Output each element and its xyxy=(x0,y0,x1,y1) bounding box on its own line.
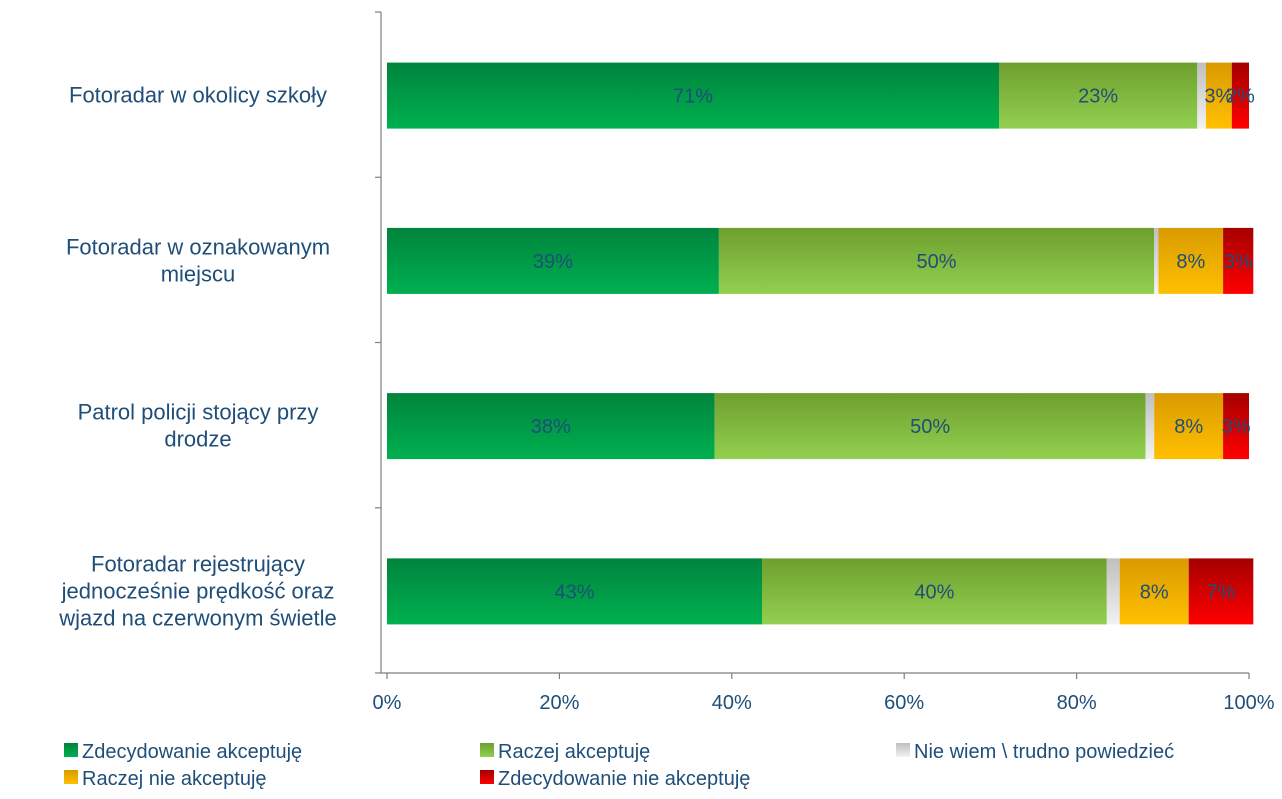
data-label: 43% xyxy=(554,581,594,603)
category-label: Fotoradar w okolicy szkoły xyxy=(69,83,327,108)
bar-segment xyxy=(1188,558,1254,625)
x-tick-label: 40% xyxy=(712,692,752,714)
x-tick-label: 100% xyxy=(1223,692,1274,714)
data-label: 2% xyxy=(1226,86,1255,108)
data-label: 50% xyxy=(910,416,950,438)
data-label: 23% xyxy=(1078,86,1118,108)
category-label: Patrol policji stojący przy drodze xyxy=(78,400,319,452)
x-tick-label: 0% xyxy=(373,692,402,714)
data-label: 3% xyxy=(1204,86,1233,108)
bar-segment xyxy=(999,62,1198,129)
legend-item: Raczej nie akceptuję xyxy=(64,768,267,790)
bar-segment xyxy=(1145,393,1155,460)
bar-segment xyxy=(1223,393,1249,460)
data-label: 50% xyxy=(916,251,956,273)
category-labels: Fotoradar w okolicy szkoły Fotoradar w oz… xyxy=(58,83,337,631)
bar-segment xyxy=(1106,558,1120,625)
bar-segment xyxy=(1154,227,1159,294)
legend-item: Zdecydowanie akceptuję xyxy=(64,741,302,763)
bar-segment xyxy=(1205,62,1232,129)
x-tick-label: 80% xyxy=(1057,692,1097,714)
bar-segment xyxy=(1223,227,1254,294)
data-label: 8% xyxy=(1174,416,1203,438)
category-label: Fotoradar w oznakowanym miejscu xyxy=(66,234,330,286)
legend-item: Raczej akceptuję xyxy=(480,741,650,763)
bar-segment xyxy=(1154,393,1224,460)
data-label: 3% xyxy=(1222,416,1251,438)
legend-swatch xyxy=(64,770,78,784)
legend-swatch xyxy=(64,743,78,757)
legend-label: Zdecydowanie nie akceptuję xyxy=(498,768,750,790)
bar-segment xyxy=(1158,227,1224,294)
legend-label: Raczej nie akceptuję xyxy=(82,768,267,790)
data-label: 8% xyxy=(1140,581,1169,603)
legend-item: Nie wiem \ trudno powiedzieć xyxy=(896,741,1174,763)
data-label: 7% xyxy=(1207,581,1236,603)
bar-segment xyxy=(387,62,999,129)
x-tick-label: 60% xyxy=(884,692,924,714)
data-label: 3% xyxy=(1224,251,1253,273)
bar-segment xyxy=(387,227,719,294)
legend-label: Raczej akceptuję xyxy=(498,741,650,763)
bar-segment xyxy=(1197,62,1206,129)
legend-item: Zdecydowanie nie akceptuję xyxy=(480,768,750,790)
bar-segment xyxy=(387,558,762,625)
data-label: 40% xyxy=(914,581,954,603)
data-label: 71% xyxy=(673,86,713,108)
data-label: 38% xyxy=(531,416,571,438)
legend-swatch xyxy=(480,770,494,784)
bar-segment xyxy=(714,393,1146,460)
axes: 0% 20% 40% 60% 80% 100% xyxy=(373,11,1275,714)
category-label: Fotoradar rejestrujący jednocześnie prędk… xyxy=(58,551,337,630)
legend-label: Nie wiem \ trudno powiedzieć xyxy=(914,741,1174,763)
bar-segment xyxy=(718,227,1155,294)
legend-swatch xyxy=(480,743,494,757)
bar-segment xyxy=(762,558,1107,625)
data-label: 39% xyxy=(533,251,573,273)
x-tick-label: 20% xyxy=(539,692,579,714)
legend: Zdecydowanie akceptuję Raczej akceptuję Ni… xyxy=(64,741,1174,790)
bars-layer: 71% 23% 3%2%39% 50% 8% 3%38% 50% 8% 3%43% 40% 8% 7% xyxy=(387,62,1255,625)
bar-segment xyxy=(1119,558,1189,625)
bar-segment xyxy=(387,393,715,460)
legend-label: Zdecydowanie akceptuję xyxy=(82,741,302,763)
legend-swatch xyxy=(896,743,910,757)
data-label: 8% xyxy=(1176,251,1205,273)
bar-segment xyxy=(1231,62,1249,129)
